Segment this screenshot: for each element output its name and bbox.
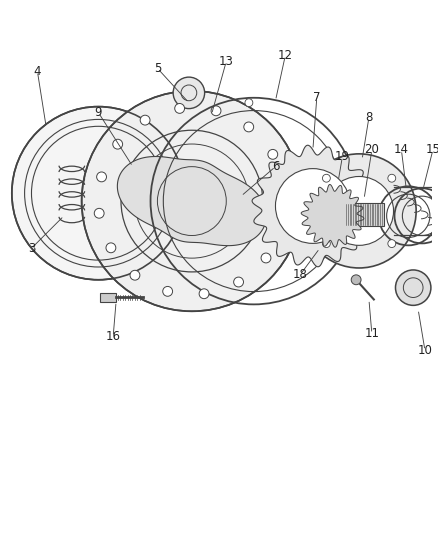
Text: 7: 7 — [312, 91, 320, 104]
Text: 20: 20 — [364, 143, 378, 156]
Text: 18: 18 — [292, 268, 307, 281]
Circle shape — [395, 270, 430, 305]
Text: 11: 11 — [364, 327, 378, 341]
Polygon shape — [117, 157, 266, 246]
Text: 13: 13 — [218, 55, 233, 68]
Text: 8: 8 — [364, 111, 372, 124]
Polygon shape — [300, 184, 363, 247]
Circle shape — [140, 115, 150, 125]
Circle shape — [350, 275, 360, 285]
Circle shape — [261, 253, 270, 263]
Text: 12: 12 — [277, 49, 292, 62]
Circle shape — [244, 99, 252, 107]
Circle shape — [324, 176, 392, 245]
Text: 15: 15 — [424, 143, 438, 156]
Circle shape — [267, 149, 277, 159]
Circle shape — [113, 139, 122, 149]
Text: 10: 10 — [417, 344, 431, 357]
Polygon shape — [251, 146, 373, 267]
Circle shape — [322, 240, 329, 247]
Circle shape — [211, 106, 220, 116]
Text: 9: 9 — [95, 106, 102, 119]
Circle shape — [279, 184, 289, 194]
Circle shape — [173, 77, 204, 109]
Circle shape — [301, 154, 415, 268]
Circle shape — [94, 208, 104, 218]
Circle shape — [387, 240, 395, 247]
Circle shape — [96, 172, 106, 182]
Circle shape — [12, 107, 184, 280]
Bar — [100, 293, 116, 302]
Text: 14: 14 — [393, 143, 408, 156]
Circle shape — [276, 220, 286, 230]
Text: 3: 3 — [28, 242, 35, 255]
Circle shape — [233, 277, 243, 287]
Circle shape — [106, 243, 116, 253]
Circle shape — [387, 174, 395, 182]
Text: 4: 4 — [34, 64, 41, 78]
Circle shape — [322, 174, 329, 182]
Circle shape — [81, 91, 301, 311]
Text: 5: 5 — [153, 62, 161, 75]
Circle shape — [243, 122, 253, 132]
Text: 19: 19 — [334, 150, 349, 163]
Text: 6: 6 — [271, 160, 279, 173]
Bar — [343, 203, 383, 225]
Circle shape — [199, 289, 208, 298]
Circle shape — [174, 103, 184, 114]
Circle shape — [162, 286, 172, 296]
Circle shape — [275, 168, 350, 244]
Text: 16: 16 — [106, 330, 120, 343]
Circle shape — [130, 270, 140, 280]
